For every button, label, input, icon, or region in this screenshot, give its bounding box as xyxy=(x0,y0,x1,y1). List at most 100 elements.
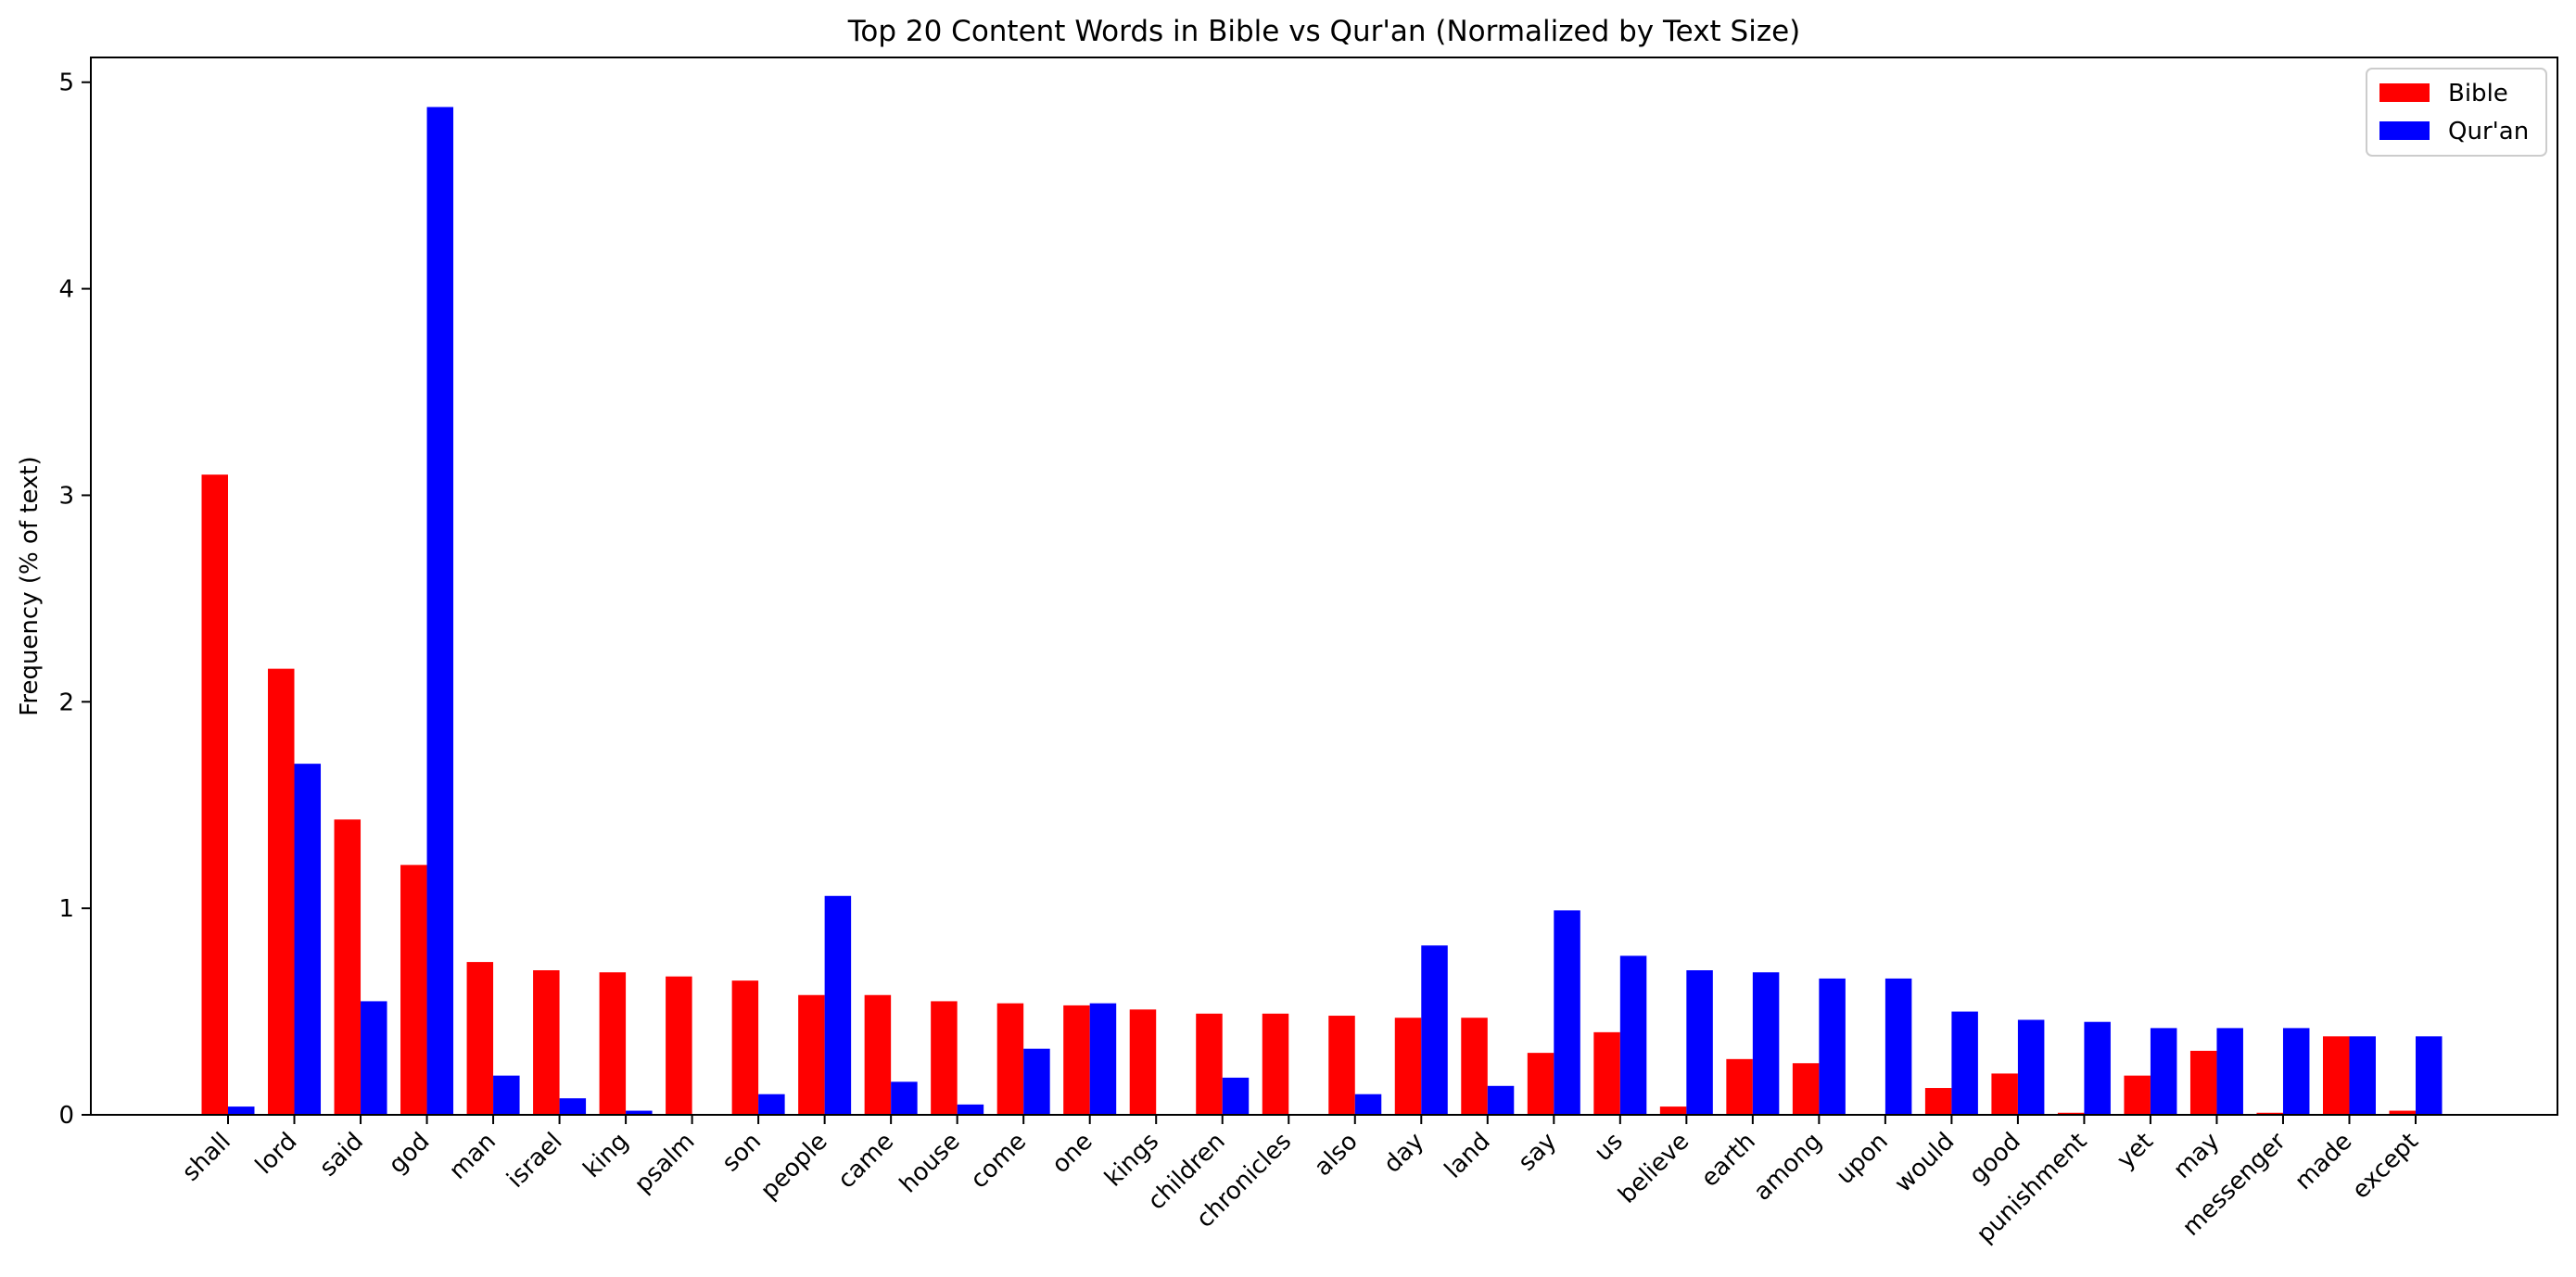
bar-bible-came xyxy=(864,994,892,1115)
bar-bible-shall xyxy=(201,474,228,1115)
y-axis-title: Frequency (% of text) xyxy=(16,456,44,715)
bar-bible-yet xyxy=(2124,1075,2151,1115)
bar-quran-shall xyxy=(228,1106,255,1115)
y-tick-label: 5 xyxy=(58,70,74,97)
x-tick-label-people: people xyxy=(755,1128,833,1206)
bar-bible-believe xyxy=(1659,1106,1687,1115)
bar-quran-except xyxy=(2416,1036,2443,1115)
bar-bible-made xyxy=(2322,1036,2350,1115)
bar-quran-good xyxy=(2017,1019,2045,1115)
bar-bible-come xyxy=(996,1003,1024,1115)
x-tick-label-came: came xyxy=(832,1128,899,1195)
bar-quran-come xyxy=(1023,1048,1050,1115)
x-tick-label-psalm: psalm xyxy=(629,1128,701,1199)
bar-quran-also xyxy=(1354,1094,1382,1115)
bar-quran-house xyxy=(957,1104,984,1115)
x-tick-label-yet: yet xyxy=(2112,1128,2159,1175)
bar-bible-punishment xyxy=(2057,1112,2085,1115)
bar-bible-house xyxy=(931,1001,958,1115)
y-tick-label: 3 xyxy=(58,482,74,510)
x-tick-label-believe: believe xyxy=(1613,1128,1694,1209)
bar-quran-lord xyxy=(294,764,322,1115)
bar-quran-man xyxy=(493,1075,520,1115)
bar-quran-yet xyxy=(2150,1028,2177,1115)
bar-bible-land xyxy=(1461,1018,1488,1115)
legend-swatch-bible xyxy=(2379,83,2430,102)
bar-bible-one xyxy=(1063,1005,1090,1115)
bar-quran-came xyxy=(891,1081,918,1115)
bar-quran-king xyxy=(626,1110,653,1115)
chart-title: Top 20 Content Words in Bible vs Qur'an … xyxy=(847,15,1801,48)
x-tick-label-day: day xyxy=(1378,1128,1429,1179)
x-tick-label-house: house xyxy=(895,1128,966,1199)
bar-bible-king xyxy=(599,972,627,1115)
legend-swatch-quran xyxy=(2379,121,2430,140)
bar-quran-land xyxy=(1487,1085,1515,1115)
bar-bible-israel xyxy=(533,970,560,1115)
bar-bible-us xyxy=(1593,1031,1620,1115)
plot-frame xyxy=(90,57,2558,1116)
y-axis: 0 1 2 3 4 5 xyxy=(58,70,91,1130)
legend-label-bible: Bible xyxy=(2448,80,2508,107)
x-tick-label-would: would xyxy=(1889,1128,1960,1198)
bar-quran-believe xyxy=(1686,970,1713,1115)
x-tick-label-except: except xyxy=(2347,1128,2424,1205)
x-tick-label-israel: israel xyxy=(501,1128,567,1194)
bar-bible-also xyxy=(1328,1016,1355,1115)
bar-bible-earth xyxy=(1726,1058,1753,1115)
y-tick-label: 0 xyxy=(58,1102,74,1130)
y-tick-label: 2 xyxy=(58,689,74,716)
x-tick-label-lord: lord xyxy=(250,1128,302,1180)
legend-label-quran: Qur'an xyxy=(2448,118,2529,145)
y-tick-label: 1 xyxy=(58,895,74,923)
x-tick-label-son: son xyxy=(717,1128,767,1178)
bar-quran-would xyxy=(1951,1011,1978,1115)
bar-quran-us xyxy=(1619,955,1647,1115)
bar-quran-punishment xyxy=(2084,1021,2111,1115)
bar-quran-messenger xyxy=(2282,1028,2310,1115)
bar-bible-among xyxy=(1792,1063,1820,1115)
bar-bible-messenger xyxy=(2256,1112,2283,1115)
bar-quran-upon xyxy=(1884,978,1912,1115)
x-tick-label-god: god xyxy=(384,1128,436,1180)
bar-quran-say xyxy=(1554,910,1580,1115)
bar-bible-man xyxy=(466,962,494,1115)
bar-bible-psalm xyxy=(666,976,692,1115)
bar-quran-among xyxy=(1819,978,1846,1115)
bar-quran-day xyxy=(1421,945,1448,1115)
bar-quran-son xyxy=(758,1094,785,1115)
bar-bible-may xyxy=(2189,1050,2217,1115)
bar-bible-god xyxy=(400,865,427,1115)
bar-bible-good xyxy=(1991,1073,2018,1115)
x-tick-label-come: come xyxy=(965,1128,1032,1195)
y-tick-label: 4 xyxy=(58,276,74,304)
bar-bible-except xyxy=(2389,1110,2416,1115)
bar-bible-people xyxy=(798,994,825,1115)
x-tick-label-said: said xyxy=(314,1128,369,1182)
bar-bible-lord xyxy=(268,668,295,1115)
bar-quran-israel xyxy=(559,1098,587,1115)
x-tick-label-say: say xyxy=(1513,1128,1562,1177)
x-tick-label-good: good xyxy=(1964,1128,2026,1190)
bar-quran-people xyxy=(824,895,852,1115)
bar-quran-said xyxy=(361,1001,387,1115)
x-tick-label-us: us xyxy=(1589,1128,1628,1167)
bar-quran-earth xyxy=(1752,972,1780,1115)
bar-bible-said xyxy=(334,819,362,1115)
x-tick-label-king: king xyxy=(578,1128,634,1183)
x-tick-label-one: one xyxy=(1047,1128,1098,1179)
bar-quran-may xyxy=(2216,1028,2243,1115)
legend: Bible Qur'an xyxy=(2366,68,2547,157)
bar-quran-one xyxy=(1089,1003,1117,1115)
bar-bible-son xyxy=(731,980,759,1115)
bars-layer xyxy=(201,107,2443,1115)
bar-bible-kings xyxy=(1129,1009,1157,1115)
bar-bible-children xyxy=(1196,1013,1223,1115)
x-tick-label-also: also xyxy=(1309,1128,1363,1182)
x-tick-label-shall: shall xyxy=(177,1128,236,1187)
x-tick-label-may: may xyxy=(2168,1128,2225,1184)
x-tick-label-land: land xyxy=(1440,1128,1496,1184)
bar-quran-children xyxy=(1222,1077,1250,1115)
